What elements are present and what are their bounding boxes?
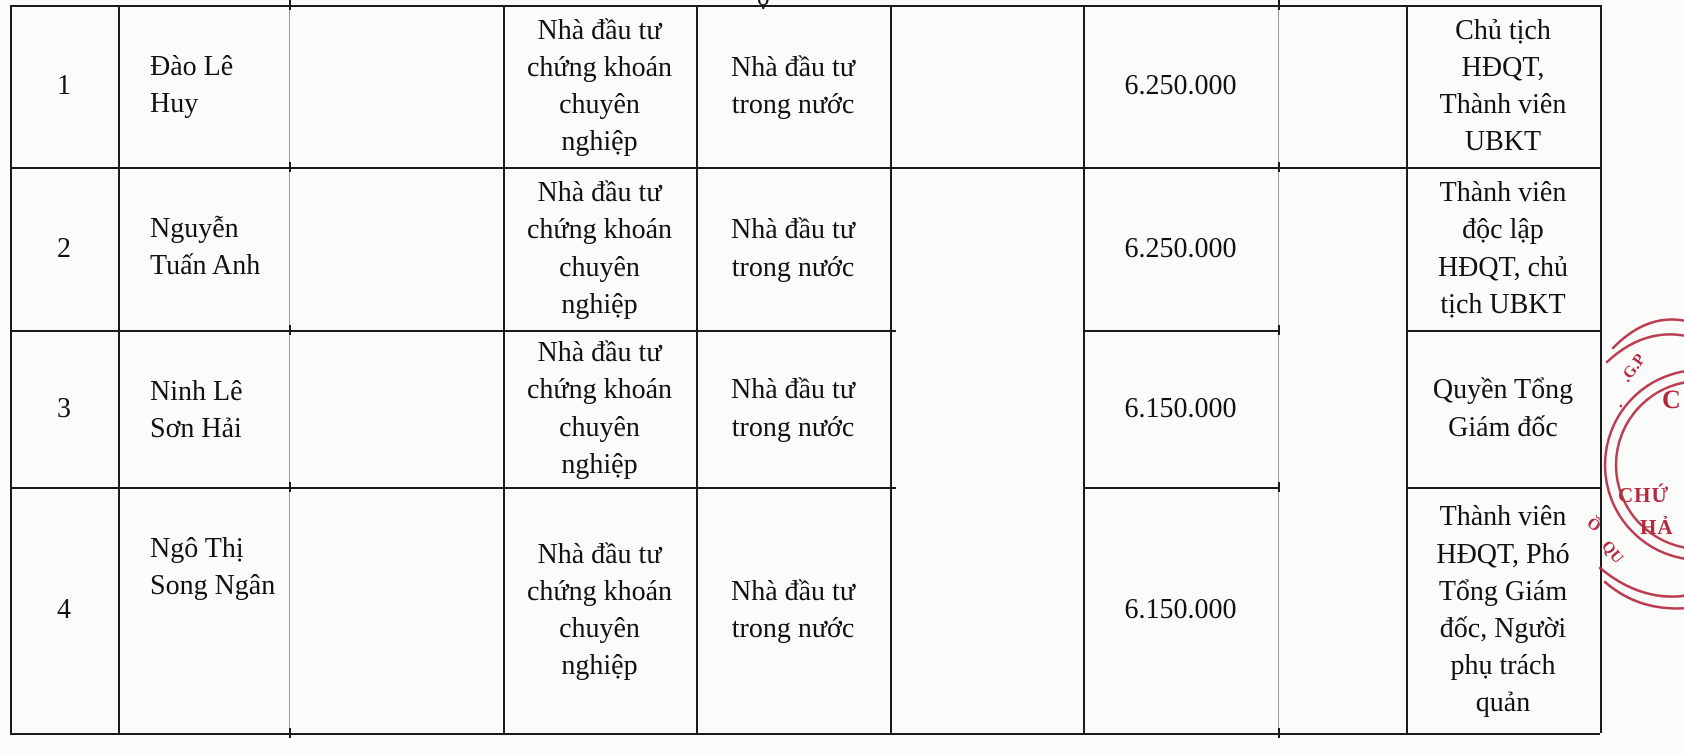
svg-text:CHỨ: CHỨ [1618,483,1669,507]
svg-text:Ồ: Ồ [1584,512,1606,536]
svg-text:C: C [1662,385,1681,414]
svg-text:.: . [1612,395,1626,411]
svg-text:.G.P: .G.P [1617,351,1649,386]
svg-text:QU: QU [1598,538,1627,568]
svg-text:HẢ: HẢ [1640,515,1674,539]
